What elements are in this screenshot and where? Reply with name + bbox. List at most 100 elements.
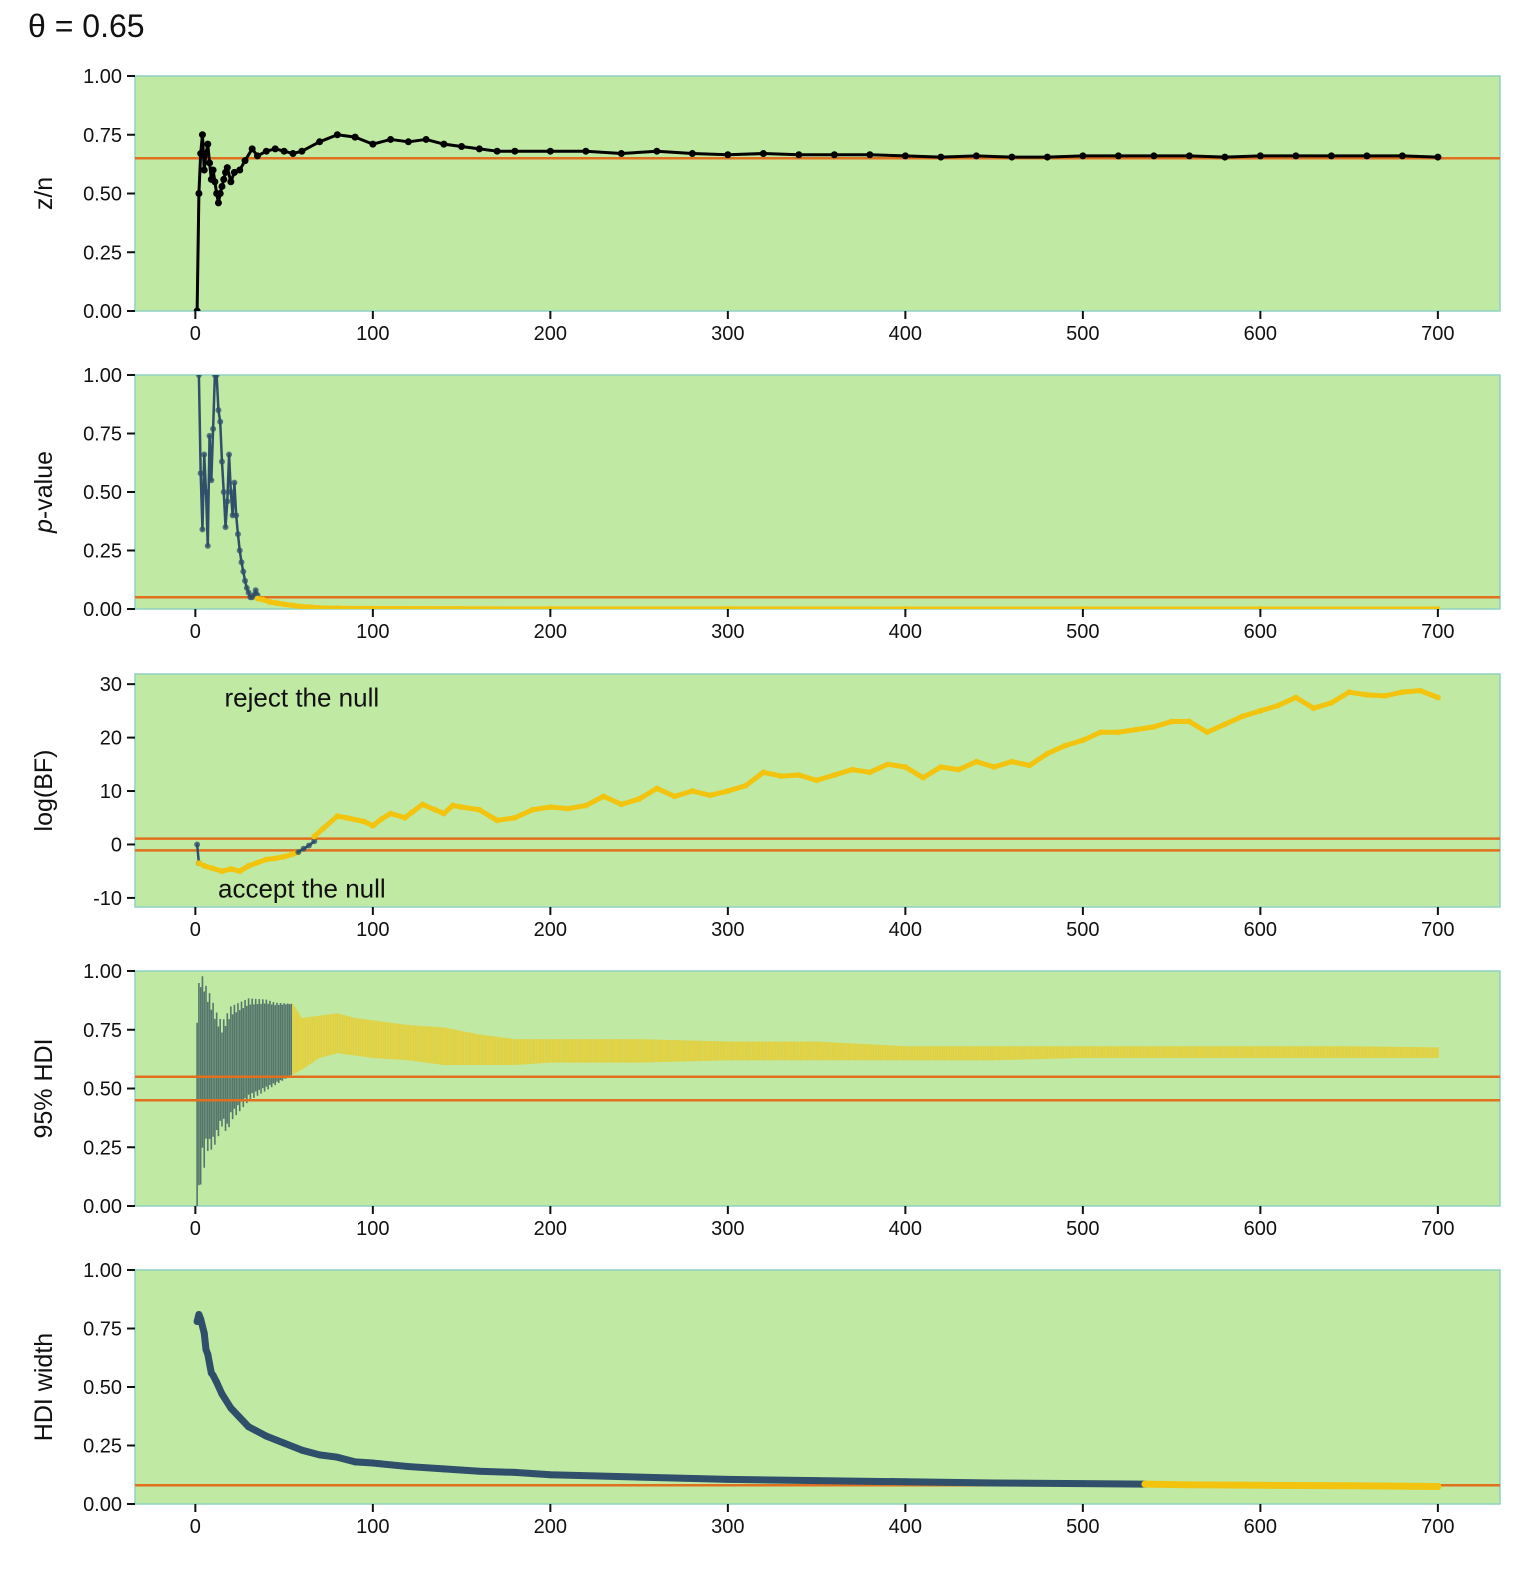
data-point — [387, 810, 394, 817]
data-point — [529, 806, 536, 813]
x-tick-label: 200 — [534, 323, 567, 345]
data-point — [653, 785, 660, 792]
data-point — [849, 766, 856, 773]
y-tick-label: 0.25 — [83, 541, 122, 563]
panel-hdi-width: 0.00 0.25 0.50 0.75 1.00 0 100 200 300 400 500 600 7… — [30, 1260, 1501, 1538]
data-point — [440, 1465, 448, 1473]
x-tick-label: 600 — [1244, 1516, 1277, 1538]
data-point — [316, 138, 324, 146]
data-point — [218, 458, 225, 465]
y-tick-label: 0.25 — [83, 242, 122, 264]
data-point — [197, 470, 204, 477]
data-point — [204, 1350, 212, 1358]
data-point — [1079, 605, 1086, 609]
data-point — [458, 143, 466, 150]
data-point — [1398, 152, 1406, 160]
y-axis-title-text: log(BF) — [30, 750, 58, 832]
data-point — [195, 860, 202, 867]
data-point — [972, 152, 980, 160]
x-tick-label: 200 — [534, 621, 567, 643]
y-tick-label: 0.75 — [83, 424, 122, 446]
data-point — [1346, 689, 1353, 696]
data-point — [866, 769, 873, 776]
data-point — [217, 418, 224, 425]
data-point — [204, 140, 212, 148]
data-point — [565, 805, 572, 812]
data-point — [671, 793, 678, 800]
x-tick-label: 600 — [1244, 919, 1277, 941]
data-point — [242, 577, 249, 584]
plot-background — [134, 1269, 1501, 1505]
data-point — [253, 152, 261, 160]
x-tick-label: 300 — [711, 621, 744, 643]
data-point — [202, 150, 210, 158]
data-point — [243, 584, 250, 591]
data-point — [1310, 705, 1317, 712]
y-axis-title-italic: p — [30, 519, 58, 534]
x-tick-label: 400 — [889, 919, 922, 941]
data-point — [1150, 152, 1158, 160]
data-point — [248, 145, 256, 153]
plot-background — [134, 673, 1501, 908]
x-tick-label: 400 — [889, 323, 922, 345]
y-tick-label: -10 — [93, 888, 122, 910]
data-point — [220, 175, 228, 183]
data-point — [1221, 153, 1229, 161]
data-point — [206, 432, 213, 439]
data-point — [759, 150, 767, 158]
data-point — [289, 851, 296, 858]
y-tick-label: 0.75 — [83, 1319, 122, 1341]
data-point — [689, 788, 696, 795]
data-point — [295, 848, 302, 855]
x-tick-label: 700 — [1421, 919, 1454, 941]
data-point — [1257, 605, 1264, 609]
data-point — [1079, 1480, 1087, 1488]
y-tick-label: 0.75 — [83, 1020, 122, 1042]
data-point — [920, 774, 927, 781]
x-tick-label: 600 — [1244, 1218, 1277, 1240]
data-point — [209, 166, 217, 174]
data-point — [582, 802, 589, 809]
data-point — [234, 531, 241, 538]
plot-area — [135, 131, 1500, 311]
data-point — [271, 145, 279, 153]
x-tick-label: 700 — [1421, 1516, 1454, 1538]
y-tick-label: 0.75 — [83, 125, 122, 147]
data-point — [224, 498, 231, 505]
x-tick-label: 700 — [1421, 621, 1454, 643]
data-point — [547, 804, 554, 811]
x-tick-label: 0 — [190, 919, 201, 941]
data-point — [511, 147, 519, 155]
data-point — [1417, 687, 1424, 694]
data-point — [653, 147, 661, 155]
data-point — [213, 1378, 221, 1386]
data-point — [238, 559, 245, 566]
data-point — [213, 375, 220, 378]
data-point — [618, 801, 625, 808]
x-tick-label: 200 — [534, 1516, 567, 1538]
plot-area — [135, 687, 1500, 875]
series-line — [297, 840, 316, 854]
data-point — [901, 152, 909, 160]
y-axis-title-text: 95% HDI — [30, 1038, 58, 1138]
x-tick-label: 400 — [889, 621, 922, 643]
y-tick-label: 0.00 — [83, 1196, 122, 1218]
data-point — [760, 769, 767, 776]
data-point — [440, 140, 448, 148]
data-point — [211, 178, 219, 186]
data-point — [240, 568, 247, 575]
data-point — [422, 135, 430, 143]
data-point — [222, 524, 229, 531]
data-point — [307, 604, 314, 609]
data-point — [458, 804, 465, 811]
data-point — [1115, 729, 1122, 736]
plot-area — [135, 1310, 1500, 1490]
y-tick-label: 20 — [100, 728, 122, 750]
plot-background — [134, 970, 1501, 1207]
data-point — [227, 178, 235, 186]
data-point — [707, 792, 714, 799]
data-point — [215, 407, 222, 414]
x-tick-label: 200 — [534, 1218, 567, 1240]
data-point — [200, 1329, 208, 1337]
data-point — [281, 853, 288, 860]
